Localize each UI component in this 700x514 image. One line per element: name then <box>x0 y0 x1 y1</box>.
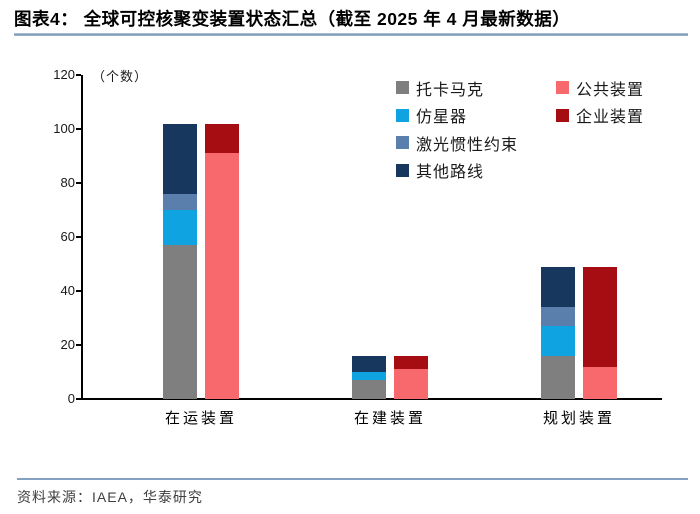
legend-item-enterprise-device: 企业装置 <box>556 107 644 126</box>
y-axis-line <box>81 75 83 400</box>
legend-label-public-device: 公共装置 <box>576 81 645 99</box>
bar-segment-stellarator-operating <box>163 210 197 246</box>
bar-segment-stellarator-planned <box>541 326 575 356</box>
y-tick-label-20: 20 <box>60 337 75 352</box>
y-tick-label-0: 0 <box>67 391 75 406</box>
bar-segment-other-route-planned <box>541 266 575 308</box>
bar-segment-laser-icf-planned <box>541 307 575 327</box>
bar-segment-enterprise-device-operating <box>205 123 239 154</box>
legend-label-laser-icf: 激光惯性约束 <box>416 136 519 154</box>
source-note: 资料来源：IAEA，华泰研究 <box>17 489 203 505</box>
y-axis-tick <box>76 182 81 184</box>
bar-segment-other-route-operating <box>163 123 197 194</box>
bar-segment-enterprise-device-planned <box>583 266 617 367</box>
y-tick-label-40: 40 <box>60 283 75 298</box>
figure-title: 图表4： 全球可控核聚变装置状态汇总（截至 2025 年 4 月最新数据） <box>14 9 571 29</box>
y-tick-label-60: 60 <box>60 229 75 244</box>
y-axis-tick <box>76 398 81 400</box>
legend-item-other-route: 其他路线 <box>396 162 484 181</box>
x-category-label-planned: 规划装置 <box>542 410 615 427</box>
y-axis-tick <box>76 236 81 238</box>
bar-segment-stellarator-under-construction <box>352 372 386 381</box>
y-tick-label-120: 120 <box>53 67 75 82</box>
y-axis-tick <box>76 344 81 346</box>
legend-swatch-laser-icf <box>396 136 409 149</box>
y-tick-label-80: 80 <box>60 175 75 190</box>
bar-segment-enterprise-device-under-construction <box>394 355 428 370</box>
legend-item-public-device: 公共装置 <box>556 79 644 99</box>
legend-swatch-stellarator <box>396 108 409 122</box>
legend-label-enterprise-device: 企业装置 <box>576 109 645 126</box>
bar-segment-tokamak-under-construction <box>352 380 386 399</box>
legend-label-other-route: 其他路线 <box>416 164 485 181</box>
bar-segment-laser-icf-operating <box>163 193 197 210</box>
legend-label-tokamak: 托卡马克 <box>416 81 485 99</box>
footer-divider <box>17 478 688 480</box>
y-tick-label-100: 100 <box>53 121 75 136</box>
legend-item-laser-icf: 激光惯性约束 <box>396 134 518 154</box>
y-axis-tick <box>76 128 81 130</box>
legend-swatch-enterprise-device <box>556 108 569 122</box>
bar-segment-public-device-planned <box>583 366 617 399</box>
y-axis-tick <box>76 290 81 292</box>
legend-label-stellarator: 仿星器 <box>416 109 468 126</box>
bar-segment-public-device-under-construction <box>394 369 428 399</box>
legend-swatch-tokamak <box>396 81 409 94</box>
y-axis-unit-label: （个数） <box>92 69 149 84</box>
x-category-label-under-construction: 在建装置 <box>353 410 426 427</box>
x-category-label-operating: 在运装置 <box>164 410 237 427</box>
bar-segment-public-device-operating <box>205 153 239 399</box>
title-divider <box>14 33 688 36</box>
bar-segment-tokamak-operating <box>163 245 197 399</box>
legend-swatch-other-route <box>396 163 409 177</box>
legend-item-stellarator: 仿星器 <box>396 107 467 126</box>
x-axis-line <box>81 398 662 400</box>
bar-segment-other-route-under-construction <box>352 355 386 372</box>
bar-segment-tokamak-planned <box>541 355 575 399</box>
legend-item-tokamak: 托卡马克 <box>396 79 484 99</box>
legend-swatch-public-device <box>556 81 569 94</box>
y-axis-tick <box>76 74 81 76</box>
